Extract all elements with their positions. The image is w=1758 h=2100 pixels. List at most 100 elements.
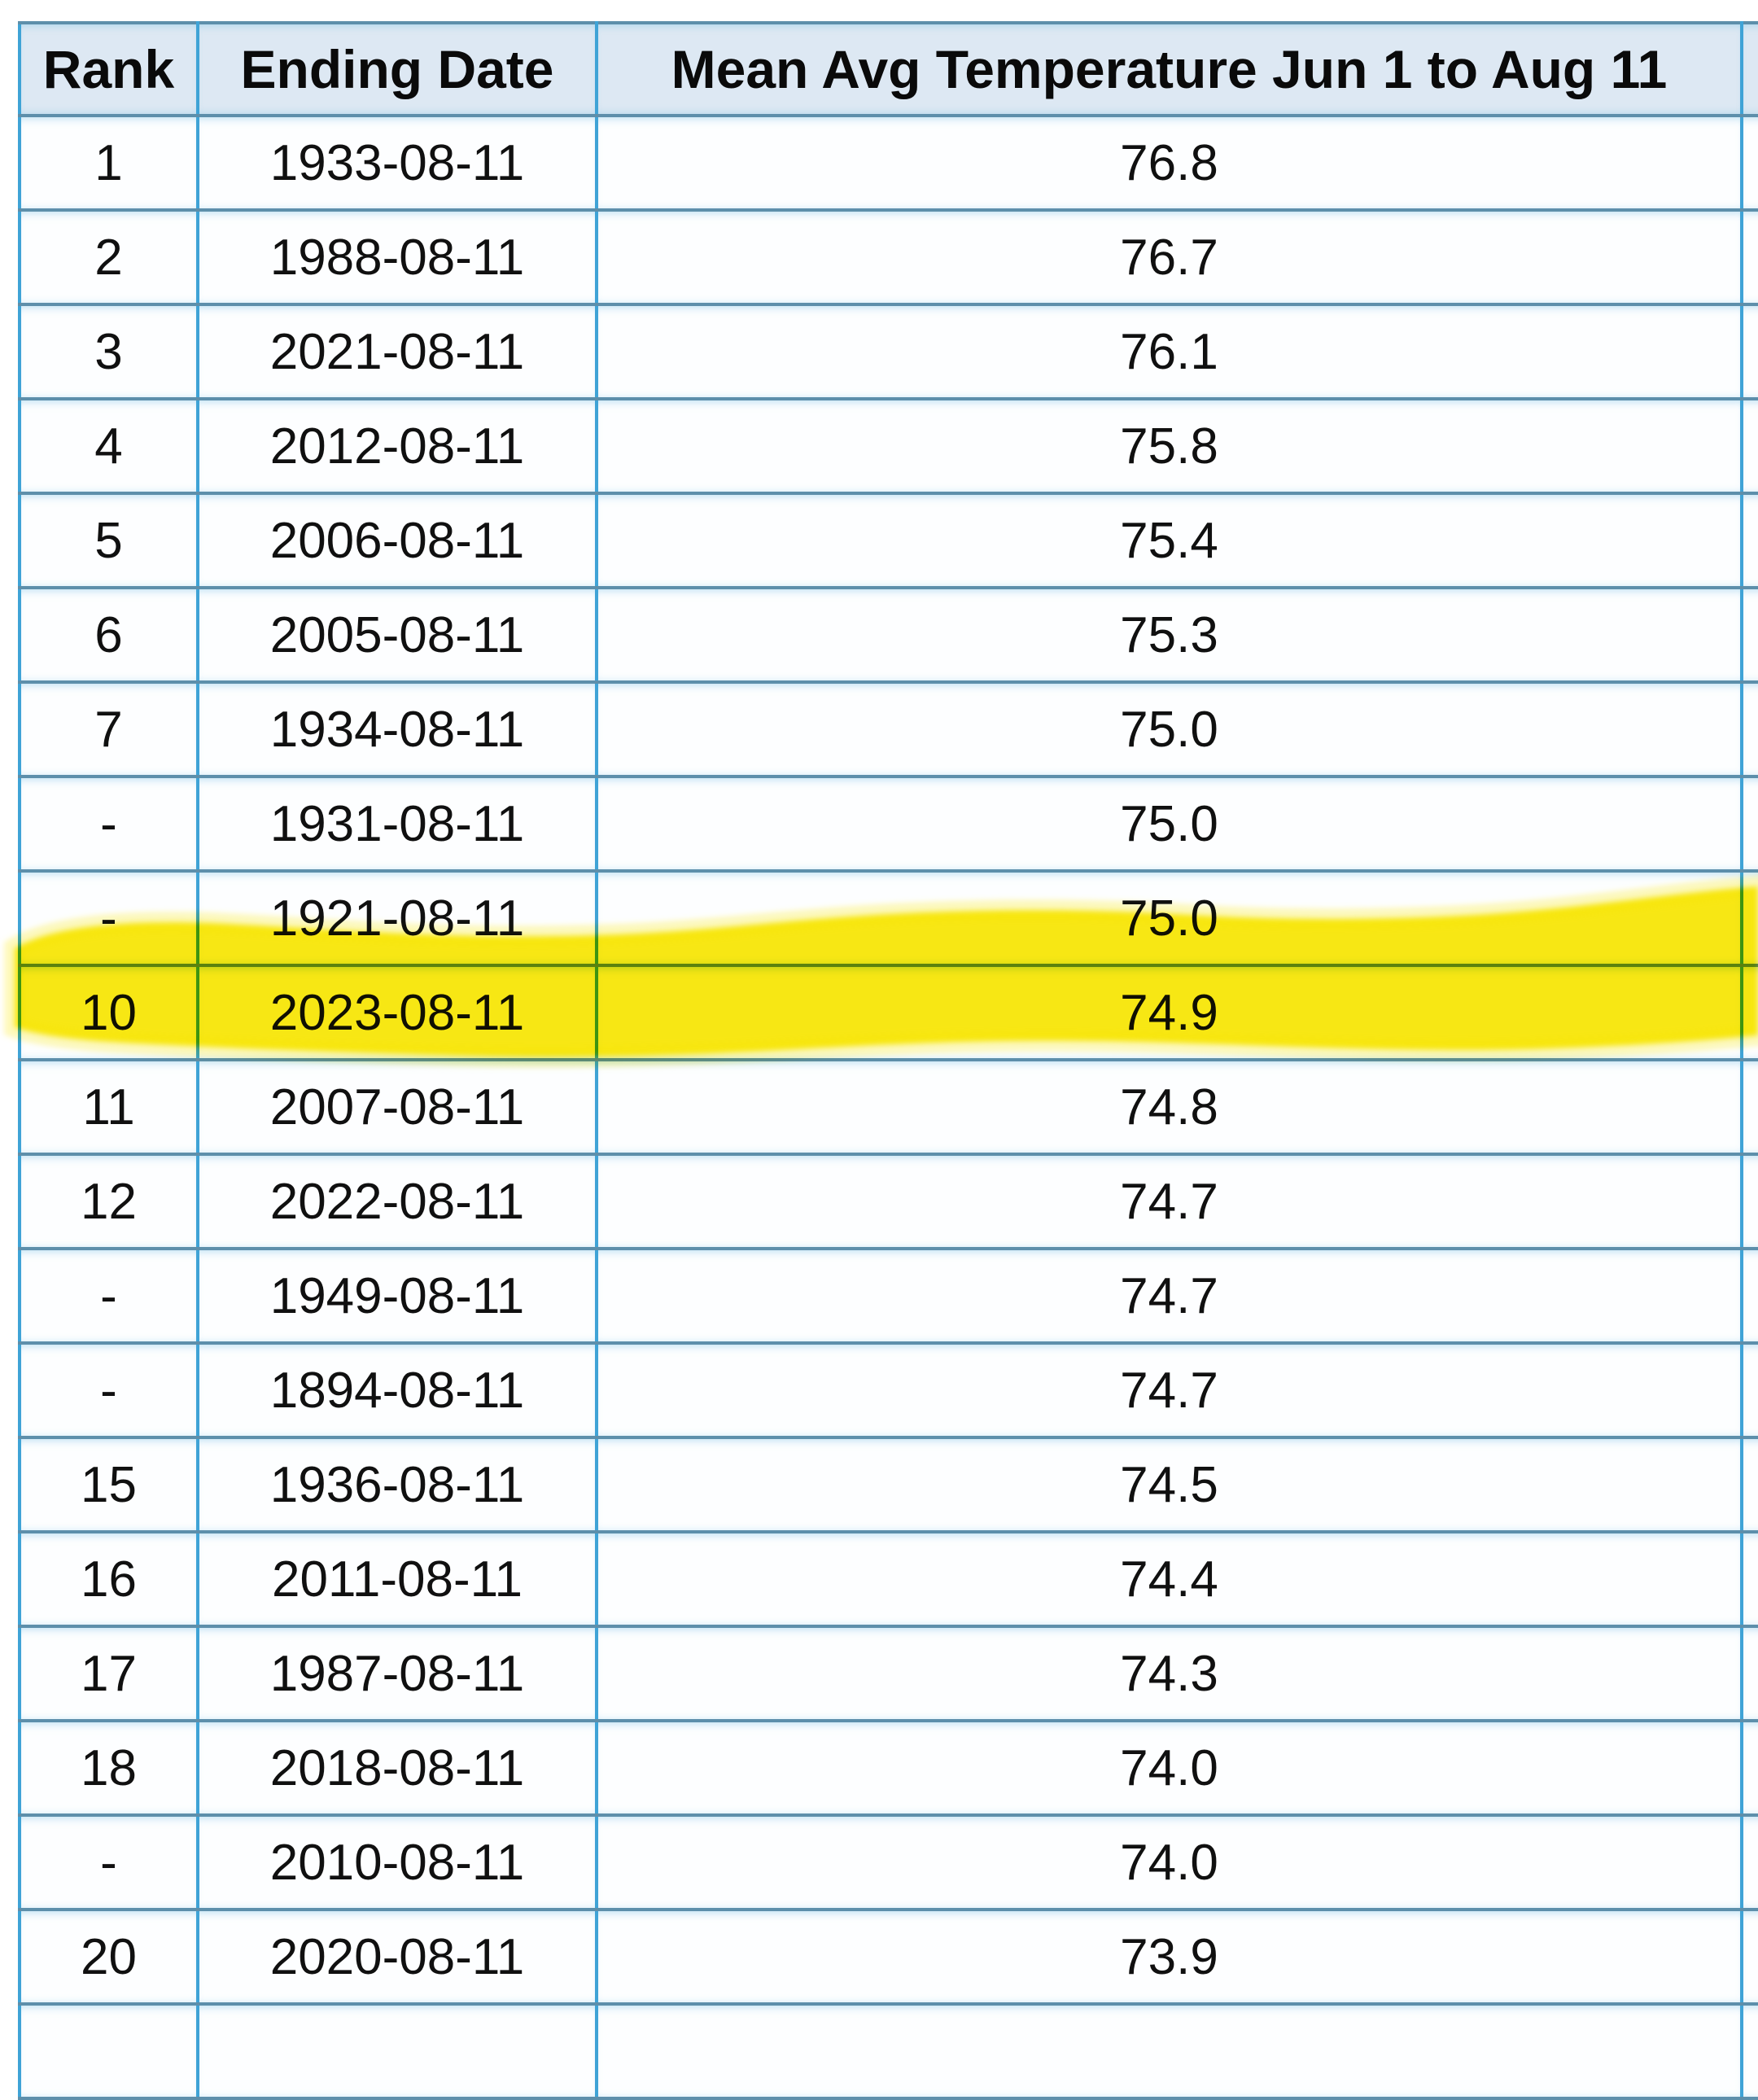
rank-cell: 4 <box>18 397 199 495</box>
temp-cell: 74.4 <box>595 1530 1743 1628</box>
temp-cell: 75.8 <box>595 397 1743 495</box>
table-row: 3 2021-08-11 76.1 <box>18 303 1758 400</box>
temp-cell: 74.0 <box>595 1719 1743 1817</box>
extra-cell <box>1740 1719 1758 1817</box>
extra-cell <box>1740 1341 1758 1439</box>
rank-cell: 7 <box>18 680 199 778</box>
table-row-partial <box>18 2002 1758 2100</box>
rank-cell: 6 <box>18 586 199 684</box>
temperature-rank-table: Rank Ending Date Mean Avg Temperature Ju… <box>18 21 1758 2100</box>
date-cell: 2020-08-11 <box>196 1908 598 2006</box>
temp-cell: 73.9 <box>595 1908 1743 2006</box>
extra-cell <box>1740 1908 1758 2006</box>
table-row: - 1931-08-11 75.0 <box>18 775 1758 873</box>
extra-cell <box>1740 1058 1758 1156</box>
table-row: 17 1987-08-11 74.3 <box>18 1625 1758 1722</box>
date-cell: 2021-08-11 <box>196 303 598 400</box>
rank-cell: 10 <box>18 964 199 1061</box>
table-row: - 1921-08-11 75.0 <box>18 869 1758 967</box>
table-row: - 1949-08-11 74.7 <box>18 1247 1758 1345</box>
table-row: 5 2006-08-11 75.4 <box>18 492 1758 589</box>
table-row: 6 2005-08-11 75.3 <box>18 586 1758 684</box>
table-header: Rank Ending Date Mean Avg Temperature Ju… <box>18 21 1758 117</box>
rank-cell: 15 <box>18 1436 199 1533</box>
date-cell: 2012-08-11 <box>196 397 598 495</box>
header-rank: Rank <box>18 21 199 117</box>
date-cell: 2023-08-11 <box>196 964 598 1061</box>
extra-cell <box>1740 114 1758 212</box>
extra-cell <box>1740 775 1758 873</box>
temp-cell: 76.8 <box>595 114 1743 212</box>
temp-cell: 74.9 <box>595 964 1743 1061</box>
rank-cell: - <box>18 775 199 873</box>
extra-cell <box>1740 964 1758 1061</box>
temp-cell <box>595 2002 1743 2100</box>
table-row: 16 2011-08-11 74.4 <box>18 1530 1758 1628</box>
date-cell: 1988-08-11 <box>196 208 598 306</box>
rank-cell: 1 <box>18 114 199 212</box>
table-row-highlighted: 10 2023-08-11 74.9 <box>18 964 1758 1061</box>
date-cell: 1921-08-11 <box>196 869 598 967</box>
extra-cell <box>1740 869 1758 967</box>
rank-cell: - <box>18 1813 199 1911</box>
date-cell: 1949-08-11 <box>196 1247 598 1345</box>
rank-cell: 12 <box>18 1153 199 1250</box>
extra-cell <box>1740 586 1758 684</box>
extra-cell <box>1740 1813 1758 1911</box>
temp-cell: 74.3 <box>595 1625 1743 1722</box>
temp-cell: 74.8 <box>595 1058 1743 1156</box>
temp-cell: 75.0 <box>595 680 1743 778</box>
date-cell: 2007-08-11 <box>196 1058 598 1156</box>
temp-cell: 74.0 <box>595 1813 1743 1911</box>
extra-cell <box>1740 397 1758 495</box>
rank-cell: - <box>18 1341 199 1439</box>
date-cell: 1894-08-11 <box>196 1341 598 1439</box>
table-row: 20 2020-08-11 73.9 <box>18 1908 1758 2006</box>
table-row: 1 1933-08-11 76.8 <box>18 114 1758 212</box>
table-row: 7 1934-08-11 75.0 <box>18 680 1758 778</box>
table-page: Rank Ending Date Mean Avg Temperature Ju… <box>18 21 1758 2100</box>
temp-cell: 74.5 <box>595 1436 1743 1533</box>
date-cell: 2011-08-11 <box>196 1530 598 1628</box>
extra-cell <box>1740 1247 1758 1345</box>
date-cell: 2018-08-11 <box>196 1719 598 1817</box>
date-cell: 1934-08-11 <box>196 680 598 778</box>
date-cell: 1933-08-11 <box>196 114 598 212</box>
temp-cell: 74.7 <box>595 1153 1743 1250</box>
rank-cell: 20 <box>18 1908 199 2006</box>
table-row: 12 2022-08-11 74.7 <box>18 1153 1758 1250</box>
rank-cell: 3 <box>18 303 199 400</box>
extra-cell <box>1740 1436 1758 1533</box>
table-row: 4 2012-08-11 75.8 <box>18 397 1758 495</box>
extra-cell <box>1740 2002 1758 2100</box>
rank-cell: 5 <box>18 492 199 589</box>
header-row: Rank Ending Date Mean Avg Temperature Ju… <box>18 21 1758 117</box>
header-extra-column <box>1740 21 1758 117</box>
temp-cell: 75.0 <box>595 775 1743 873</box>
temp-cell: 76.7 <box>595 208 1743 306</box>
date-cell: 2005-08-11 <box>196 586 598 684</box>
temp-cell: 75.0 <box>595 869 1743 967</box>
date-cell: 1936-08-11 <box>196 1436 598 1533</box>
rank-cell: 11 <box>18 1058 199 1156</box>
table-row: 15 1936-08-11 74.5 <box>18 1436 1758 1533</box>
header-mean-avg-temperature: Mean Avg Temperature Jun 1 to Aug 11 <box>595 21 1743 117</box>
date-cell: 1987-08-11 <box>196 1625 598 1722</box>
temp-cell: 75.3 <box>595 586 1743 684</box>
rank-cell: 17 <box>18 1625 199 1722</box>
extra-cell <box>1740 303 1758 400</box>
rank-cell: 2 <box>18 208 199 306</box>
temp-cell: 74.7 <box>595 1247 1743 1345</box>
rank-cell: 16 <box>18 1530 199 1628</box>
date-cell <box>196 2002 598 2100</box>
extra-cell <box>1740 208 1758 306</box>
table-row: 18 2018-08-11 74.0 <box>18 1719 1758 1817</box>
rank-cell <box>18 2002 199 2100</box>
rank-cell: - <box>18 869 199 967</box>
extra-cell <box>1740 680 1758 778</box>
extra-cell <box>1740 492 1758 589</box>
date-cell: 1931-08-11 <box>196 775 598 873</box>
date-cell: 2006-08-11 <box>196 492 598 589</box>
header-ending-date: Ending Date <box>196 21 598 117</box>
extra-cell <box>1740 1530 1758 1628</box>
